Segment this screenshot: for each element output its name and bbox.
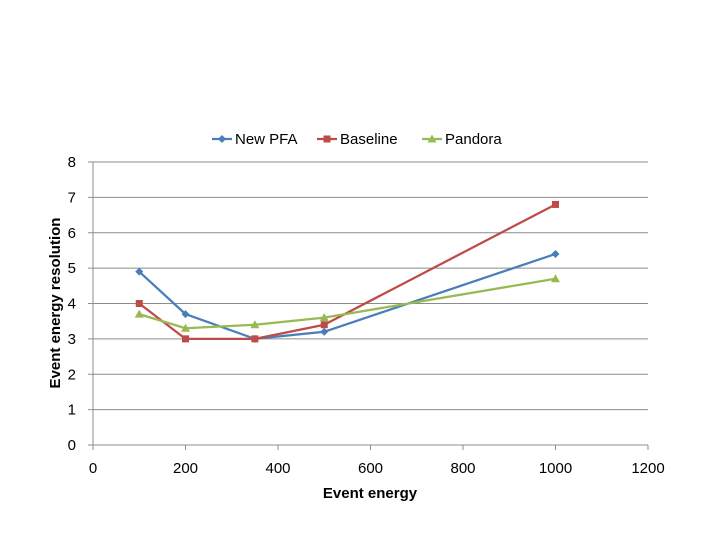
legend-label: Baseline [340,131,398,148]
data-point-baseline [552,200,559,208]
data-point-pandora [319,313,329,322]
data-point-new-pfa [551,249,560,258]
y-tick-label: 1 [68,402,76,419]
data-point-baseline [135,300,143,307]
series-group [134,200,560,343]
x-tick-label: 200 [173,460,198,477]
legend-label: Pandora [445,131,502,148]
data-point-pandora [551,274,560,283]
y-tick-label: 6 [68,225,76,242]
legend-item-pandora: Pandora [422,131,502,148]
legend-label: New PFA [235,131,298,148]
series-pandora [134,274,560,332]
data-point-baseline [251,335,259,343]
y-tick-label: 5 [68,260,76,277]
x-tick-label: 400 [265,460,290,477]
data-point-new-pfa [320,327,329,336]
data-point-new-pfa [135,267,144,276]
legend-item-new-pfa: New PFA [212,131,298,148]
y-tick-label: 8 [68,154,76,171]
x-tick-label: 800 [450,460,475,477]
data-point-pandora [250,320,260,329]
series-new-pfa [135,249,560,343]
legend-item-baseline: Baseline [317,131,398,148]
series-line-new-pfa [138,252,556,340]
x-tick-label: 600 [358,460,383,477]
legend-marker [218,135,226,143]
x-tick-label: 1200 [631,460,664,477]
y-tick-label: 3 [68,331,76,348]
legend-marker [427,134,437,143]
x-tick-label: 0 [89,460,97,477]
y-tick-label: 7 [68,189,76,206]
y-axis-title: Event energy resolution [47,218,64,389]
data-point-baseline [182,335,189,343]
data-point-pandora [134,309,144,318]
y-tick-label: 4 [68,296,76,313]
y-tick-label: 2 [68,366,76,383]
gridlines [93,161,648,411]
y-tick-label: 0 [68,437,76,454]
data-point-baseline [320,321,328,329]
data-point-pandora [181,323,190,332]
x-tick-label: 1000 [539,460,572,477]
data-point-new-pfa [181,310,190,319]
legend: New PFA Baseline Pandora [212,131,502,148]
series-baseline [135,200,559,343]
legend-marker [323,135,331,143]
x-axis-title: Event energy [323,485,418,502]
axes: 0 1 2 3 4 5 6 7 8 0 200 400 600 800 1000 1200 [68,154,665,477]
